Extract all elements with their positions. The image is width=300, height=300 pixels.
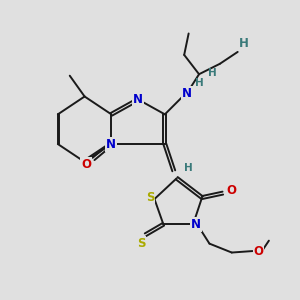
Text: O: O <box>227 184 237 196</box>
Text: N: N <box>182 87 192 100</box>
Text: S: S <box>146 191 154 204</box>
Text: H: H <box>184 163 192 173</box>
Text: N: N <box>191 218 201 231</box>
Text: H: H <box>239 37 249 50</box>
Text: O: O <box>81 158 91 171</box>
Text: O: O <box>254 244 263 258</box>
Text: H: H <box>208 68 217 78</box>
Text: N: N <box>106 138 116 151</box>
Text: N: N <box>133 93 143 106</box>
Text: S: S <box>137 237 145 250</box>
Text: H: H <box>195 78 203 88</box>
